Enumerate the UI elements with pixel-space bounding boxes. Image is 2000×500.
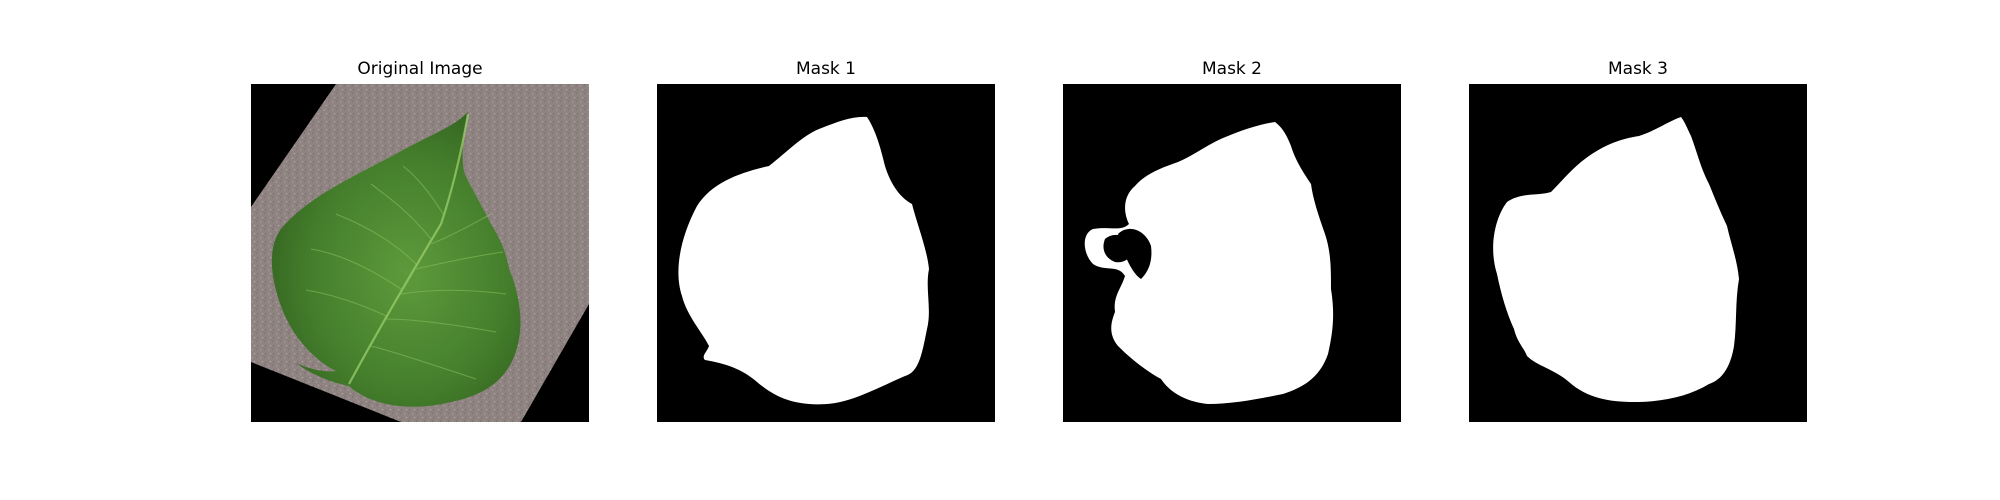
leaf-veins [305,165,507,380]
mask-2-notch [1118,228,1152,279]
original-leaf-photo [251,84,589,422]
mask-3-region [1493,117,1739,402]
mask-3-image [1469,84,1807,422]
mask-2-region [1084,122,1334,404]
leaf-midrib [348,113,470,385]
leaf-shape [271,112,521,407]
panel-title: Mask 3 [1607,59,1668,79]
mask-1-image [657,84,995,422]
panel-original-image: Original Image [251,0,589,430]
panel-mask-1: Mask 1 [657,0,995,430]
mask-1-region [678,116,929,405]
panel-title: Mask 2 [1201,59,1262,79]
panel-title: Original Image [357,59,483,79]
panel-mask-3: Mask 3 [1469,0,1807,430]
mask-2-image [1063,84,1401,422]
panel-mask-2: Mask 2 [1063,0,1401,430]
panel-title: Mask 1 [795,59,856,79]
